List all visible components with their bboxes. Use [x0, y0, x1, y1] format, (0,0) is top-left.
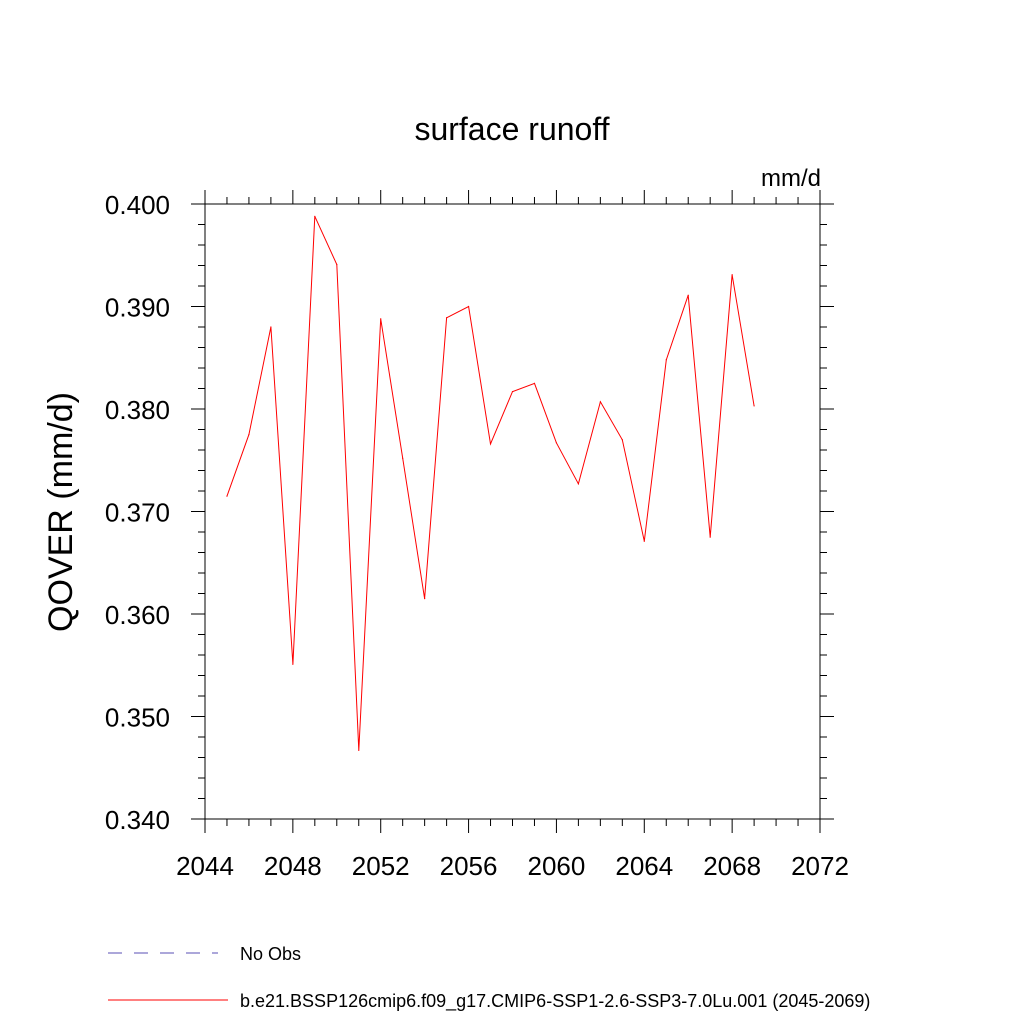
data-point	[577, 483, 579, 485]
data-point	[270, 326, 272, 328]
units-label: mm/d	[761, 165, 821, 192]
x-tick-label: 2068	[703, 851, 761, 881]
data-point	[314, 215, 316, 217]
y-axis-label: QOVER (mm/d)	[42, 392, 80, 632]
data-point	[489, 443, 492, 445]
y-tick-label: 0.400	[105, 190, 170, 220]
data-point	[555, 442, 558, 444]
y-tick-label: 0.350	[105, 703, 170, 733]
data-point	[226, 495, 228, 497]
data-point	[446, 317, 448, 319]
y-tick-label: 0.360	[105, 600, 170, 630]
data-point	[424, 598, 426, 600]
data-point	[599, 401, 601, 403]
legend-label: b.e21.BSSP126cmip6.f09_g17.CMIP6-SSP1-2.…	[240, 991, 870, 1012]
x-tick-label: 2052	[352, 851, 410, 881]
x-tick-label: 2048	[264, 851, 322, 881]
data-point	[248, 434, 250, 436]
legend-label: No Obs	[240, 944, 301, 964]
chart-title: surface runoff	[414, 111, 609, 147]
data-point	[665, 359, 667, 361]
x-tick-label: 2060	[528, 851, 586, 881]
data-point	[402, 457, 404, 459]
data-point	[292, 663, 294, 665]
y-tick-label: 0.390	[105, 293, 170, 323]
data-point	[358, 749, 360, 751]
x-tick-label: 2044	[176, 851, 234, 881]
data-point	[511, 390, 514, 393]
data-point	[467, 305, 470, 308]
y-tick-label: 0.340	[105, 805, 170, 835]
y-tick-label: 0.370	[105, 498, 170, 528]
data-point	[380, 318, 382, 320]
plot-frame	[204, 203, 821, 820]
legend: No Obs b.e21.BSSP126cmip6.f09_g17.CMIP6-S…	[108, 944, 870, 1012]
data-point	[687, 294, 689, 296]
data-point	[533, 382, 536, 384]
data-point	[709, 536, 711, 538]
x-tick-label: 2072	[791, 851, 849, 881]
y-tick-label: 0.380	[105, 395, 170, 425]
data-point	[336, 263, 338, 266]
data-point	[753, 405, 755, 407]
data-point	[621, 439, 623, 441]
axis-ticks: 2044 2048 2052 2056 2060 2064 2068 2072 0.340 0.3…	[105, 190, 849, 881]
data-point	[731, 274, 733, 276]
x-tick-label: 2064	[615, 851, 673, 881]
series-lines	[226, 215, 755, 751]
series-line	[226, 216, 755, 751]
data-point	[643, 540, 645, 542]
x-tick-label: 2056	[440, 851, 498, 881]
